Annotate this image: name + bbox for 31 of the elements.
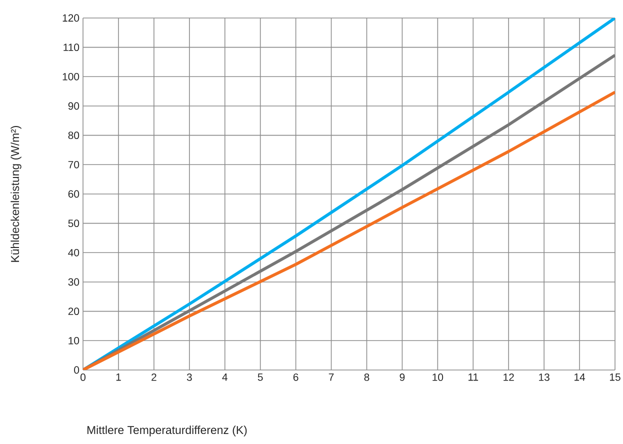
x-tick-label: 3 — [186, 374, 192, 381]
x-tick-label: 10 — [432, 374, 444, 381]
y-tick-label: 70 — [68, 160, 80, 168]
y-tick-label: 120 — [62, 14, 80, 22]
x-tick-label: 1 — [116, 374, 121, 381]
y-tick-label: 0 — [74, 366, 80, 374]
x-tick-label: 11 — [468, 374, 478, 381]
x-tick-label: 0 — [80, 374, 86, 381]
y-tick-label: 20 — [68, 308, 80, 316]
x-tick-label: 4 — [222, 374, 228, 381]
y-tick-label: 100 — [62, 72, 80, 80]
y-tick-label: 30 — [68, 278, 80, 286]
y-tick-label: 40 — [68, 248, 80, 256]
y-tick-label: 90 — [68, 102, 80, 110]
x-tick-label: 12 — [504, 374, 514, 381]
x-tick-label: 5 — [258, 374, 263, 381]
x-tick-label: 13 — [539, 374, 550, 381]
x-tick-label: 2 — [152, 374, 156, 381]
y-tick-label: 50 — [68, 220, 80, 228]
y-tick-label: 80 — [68, 132, 80, 140]
x-tick-label: 7 — [328, 374, 334, 381]
x-tick-label: 9 — [400, 374, 405, 381]
y-tick-label: 110 — [64, 44, 80, 52]
x-tick-label: 8 — [364, 374, 370, 381]
y-tick-label: 10 — [68, 336, 80, 344]
y-tick-label: 60 — [68, 190, 80, 198]
x-tick-label: 15 — [610, 374, 620, 381]
x-tick-label: 6 — [293, 374, 298, 381]
x-tick-label: 14 — [574, 374, 586, 381]
x-axis-title: Mittlere Temperaturdifferenz (K) — [87, 426, 247, 436]
y-axis-title: Kühldeckenleistung (W/m²) — [10, 126, 22, 262]
